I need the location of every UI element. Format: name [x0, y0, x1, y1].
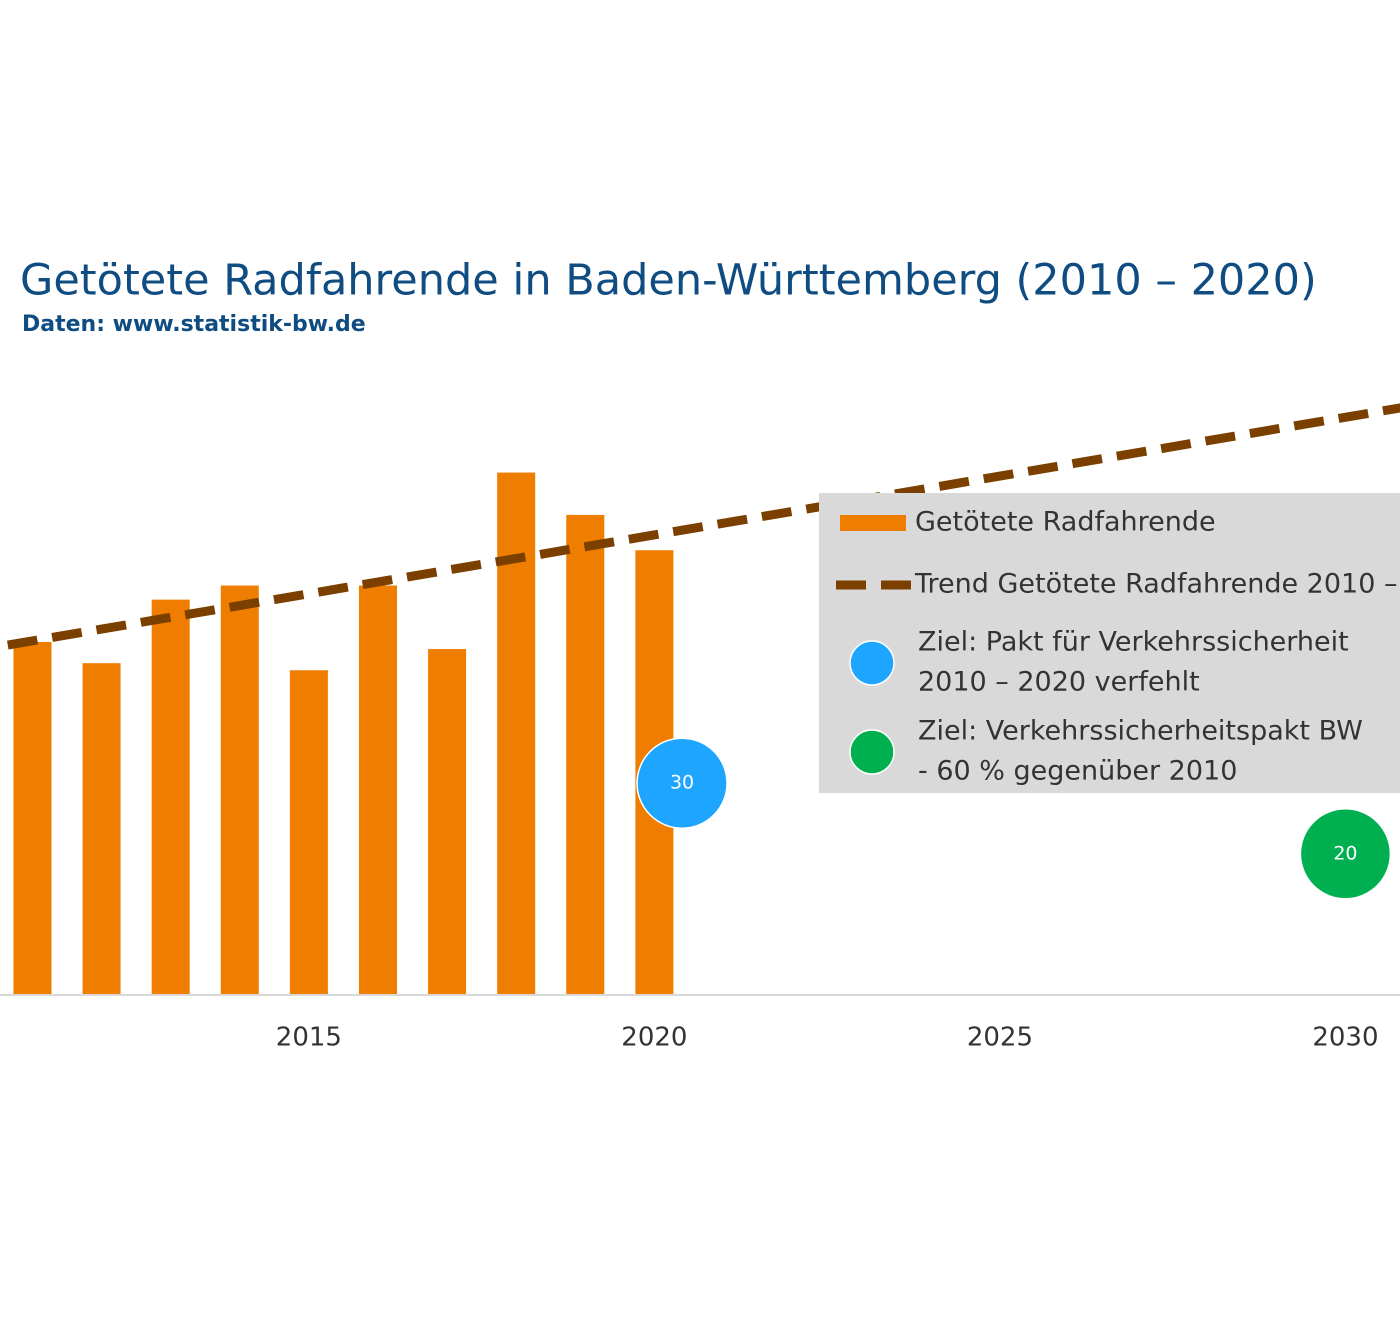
chart-title: Getötete Radfahrende in Baden-Württember… — [20, 256, 1317, 306]
bubble-label: 30 — [670, 772, 694, 794]
bubble — [1299, 808, 1392, 900]
legend-label: Trend Getötete Radfahrende 2010 – — [914, 569, 1397, 600]
x-tick-label: 2020 — [621, 1023, 687, 1053]
legend-swatch — [840, 515, 906, 531]
legend-box — [819, 493, 1400, 793]
chart-subtitle: Daten: www.statistik-bw.de — [22, 312, 366, 337]
legend-label: Ziel: Verkehrssicherheitspakt BW — [918, 716, 1363, 747]
x-tick-label: 2015 — [276, 1023, 342, 1053]
legend-label: Getötete Radfahrende — [915, 507, 1216, 538]
x-tick-label: 2030 — [1312, 1023, 1378, 1053]
bar — [497, 472, 536, 995]
bar — [289, 670, 328, 995]
legend-label: Ziel: Pakt für Verkehrssicherheit — [918, 627, 1349, 658]
legend-swatch — [849, 729, 895, 775]
bar — [151, 599, 190, 995]
legend-label: 2010 – 2020 verfehlt — [918, 667, 1200, 698]
trend-line — [0, 403, 1400, 651]
bar — [13, 642, 52, 995]
bar — [220, 585, 259, 995]
legend-swatch — [849, 640, 895, 686]
bar — [358, 585, 397, 995]
bubble-label: 20 — [1333, 842, 1357, 864]
x-tick-label: 2025 — [967, 1023, 1033, 1053]
bar — [82, 663, 121, 995]
plot-area — [0, 403, 1400, 995]
bar — [566, 514, 605, 995]
bar — [428, 649, 467, 995]
legend-label: - 60 % gegenüber 2010 — [918, 756, 1237, 787]
bubble — [636, 737, 728, 829]
